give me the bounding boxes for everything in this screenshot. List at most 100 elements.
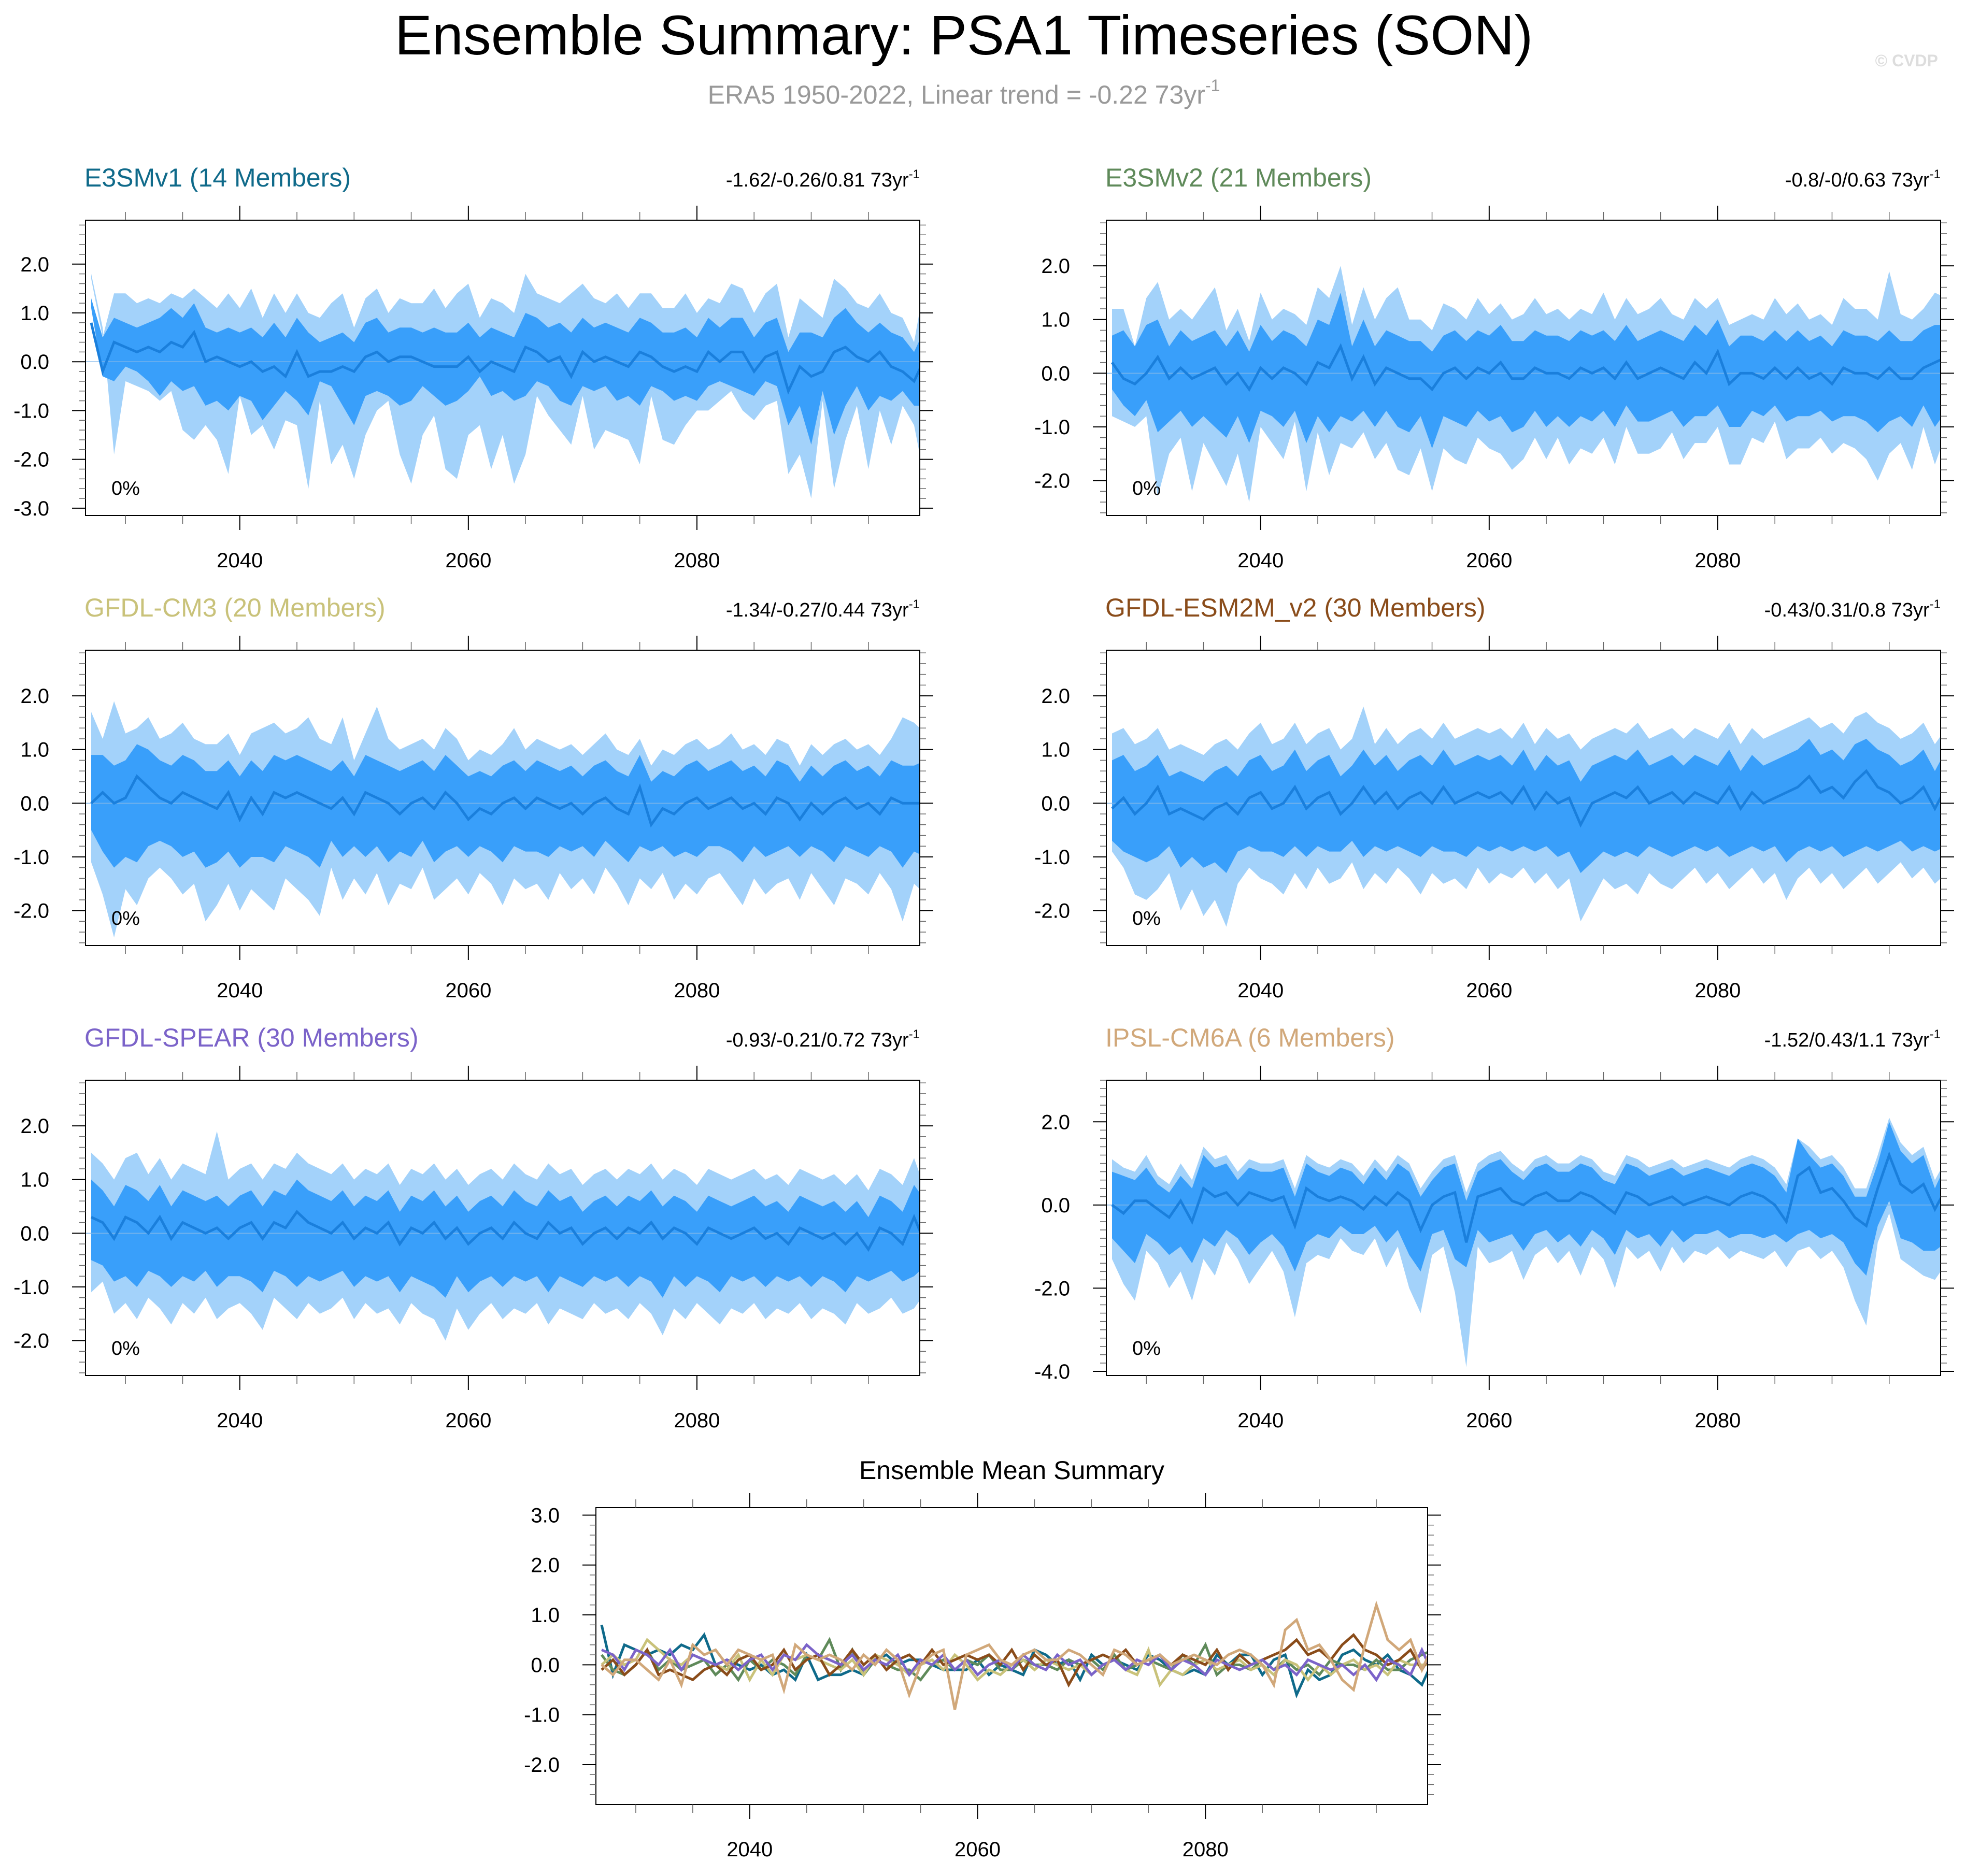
y-tick-label: 2.0: [20, 1115, 49, 1138]
chart-panel: GFDL-SPEAR (30 Members) -0.93/-0.21/0.72 …: [13, 1023, 933, 1432]
range-band-inner: [91, 744, 920, 868]
percent-label: 0%: [111, 1338, 140, 1359]
y-tick-label: 1.0: [20, 1169, 49, 1192]
x-tick-label: 2040: [217, 979, 263, 1002]
x-tick-label: 2060: [445, 549, 491, 572]
range-band-inner: [91, 1179, 920, 1298]
y-tick-label: 2.0: [1041, 685, 1070, 708]
y-tick-label: 1.0: [1041, 739, 1070, 762]
y-tick-label: 0.0: [1041, 362, 1070, 385]
plot-frame: [1106, 650, 1941, 946]
panel-title: E3SMv2 (21 Members): [1105, 163, 1372, 192]
ensemble-mean-line: [90, 1210, 920, 1252]
chart-panels: E3SMv1 (14 Members) -1.62/-0.26/0.81 73yr…: [13, 163, 1954, 1861]
ensemble-mean-line: [90, 774, 920, 828]
x-tick-label: 2060: [445, 1409, 491, 1432]
y-tick-label: -2.0: [524, 1754, 560, 1777]
ensemble-mean-line: [1111, 1151, 1941, 1243]
plot-frame: [595, 1507, 1428, 1805]
plot-frame: [85, 1080, 920, 1376]
x-tick-label: 2080: [1183, 1838, 1229, 1861]
plot-area: [600, 1600, 1428, 1710]
chart-panel: GFDL-CM3 (20 Members) -1.34/-0.27/0.44 73…: [13, 593, 933, 1002]
x-tick-label: 2040: [1237, 549, 1284, 572]
percent-label: 0%: [1132, 1338, 1161, 1359]
percent-label: 0%: [1132, 478, 1161, 499]
trend-value: -0.43/0.31/0.8 73yr: [1764, 599, 1930, 621]
y-tick-label: -2.0: [13, 900, 49, 923]
chart-panel: IPSL-CM6A (6 Members) -1.52/0.43/1.1 73yr…: [1034, 1023, 1954, 1432]
panel-title: GFDL-SPEAR (30 Members): [84, 1023, 419, 1052]
y-tick-label: 0.0: [20, 792, 49, 815]
plot-area: [86, 701, 920, 938]
plot-frame: [85, 650, 920, 946]
trend-superscript: -1: [1930, 597, 1941, 611]
trend-superscript: -1: [909, 597, 920, 611]
x-tick-label: 2080: [1694, 1409, 1741, 1432]
trend-value: -1.52/0.43/1.1 73yr: [1764, 1029, 1930, 1051]
percent-label: 0%: [1132, 908, 1161, 929]
trend-superscript: -1: [1930, 1027, 1941, 1041]
y-tick-label: -2.0: [13, 449, 49, 471]
trend-label: -0.43/0.31/0.8 73yr-1: [1764, 597, 1941, 621]
range-band-inner: [1112, 739, 1941, 873]
x-tick-label: 2060: [1466, 549, 1512, 572]
y-tick-label: 3.0: [531, 1504, 560, 1527]
series-line: [601, 1643, 1428, 1682]
trend-label: -1.52/0.43/1.1 73yr-1: [1764, 1027, 1941, 1051]
ensemble-mean-line: [1111, 769, 1941, 828]
y-tick-label: -1.0: [13, 846, 49, 869]
panel-title: IPSL-CM6A (6 Members): [1105, 1023, 1394, 1052]
subtitle-main: ERA5 1950-2022, Linear trend = -0.22 73y…: [708, 80, 1205, 109]
series-line: [600, 1624, 1428, 1699]
y-tick-label: 0.0: [1041, 792, 1070, 815]
x-tick-label: 2040: [217, 1409, 263, 1432]
y-tick-label: 2.0: [1041, 255, 1070, 278]
y-tick-label: -3.0: [13, 497, 49, 520]
x-tick-label: 2080: [674, 1409, 720, 1432]
chart-panel: Ensemble Mean Summary 3.0 2.0 1.0 0.0 -1.0 -2.…: [524, 1456, 1441, 1861]
subtitle-superscript: -1: [1205, 76, 1220, 95]
plot-frame: [1106, 1080, 1941, 1376]
y-tick-label: -1.0: [524, 1704, 560, 1727]
y-tick-label: 0.0: [20, 351, 49, 374]
plot-area: [1106, 1118, 1941, 1367]
x-tick-label: 2040: [726, 1838, 773, 1861]
y-tick-label: -2.0: [1034, 470, 1070, 493]
y-tick-label: 1.0: [20, 302, 49, 325]
x-tick-label: 2060: [1466, 1409, 1512, 1432]
plot-area: [1106, 706, 1941, 927]
series-line: [601, 1600, 1428, 1710]
y-tick-label: 1.0: [531, 1604, 560, 1627]
range-band-inner: [1112, 292, 1941, 449]
y-tick-label: 2.0: [20, 253, 49, 276]
plot-area: [86, 274, 920, 498]
y-tick-label: -1.0: [13, 399, 49, 422]
trend-value: -1.34/-0.27/0.44 73yr: [726, 599, 909, 621]
y-tick-label: 2.0: [1041, 1111, 1070, 1134]
panel-title: Ensemble Mean Summary: [859, 1456, 1164, 1485]
ensemble-mean-line: [90, 322, 920, 395]
plot-area: [1106, 266, 1941, 503]
cvdp-watermark: © CVDP: [1875, 51, 1938, 70]
y-tick-label: 1.0: [20, 739, 49, 762]
y-tick-label: 2.0: [20, 685, 49, 708]
chart-panel: GFDL-ESM2M_v2 (30 Members) -0.43/0.31/0.8…: [1034, 593, 1954, 1002]
trend-superscript: -1: [909, 1027, 920, 1041]
range-band-inner: [1112, 1122, 1941, 1276]
panel-title: E3SMv1 (14 Members): [84, 163, 351, 192]
x-tick-label: 2060: [1466, 979, 1512, 1002]
trend-value: -0.8/-0/0.63 73yr: [1785, 169, 1930, 191]
y-tick-label: 2.0: [531, 1554, 560, 1577]
trend-label: -0.93/-0.21/0.72 73yr-1: [726, 1027, 920, 1051]
panel-title: GFDL-CM3 (20 Members): [84, 593, 386, 622]
page-subtitle: ERA5 1950-2022, Linear trend = -0.22 73y…: [708, 76, 1220, 109]
x-tick-label: 2040: [1237, 979, 1284, 1002]
y-tick-label: -1.0: [1034, 846, 1070, 869]
range-band-inner: [91, 298, 920, 445]
y-tick-label: -1.0: [13, 1276, 49, 1299]
plot-frame: [1106, 220, 1941, 516]
x-tick-label: 2060: [954, 1838, 1001, 1861]
y-tick-label: 0.0: [1041, 1194, 1070, 1217]
